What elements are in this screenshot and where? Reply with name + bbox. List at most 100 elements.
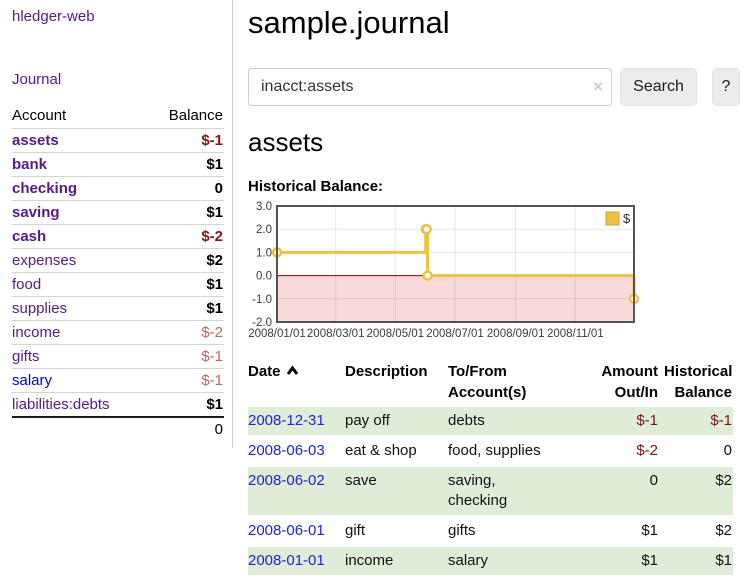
register-header-to-from: To/From Account(s) bbox=[448, 363, 527, 401]
account-link[interactable]: checking bbox=[12, 180, 78, 197]
account-heading: assets bbox=[248, 127, 324, 157]
transaction-row: 2008-12-31 pay off debts $-1 $-1 bbox=[248, 407, 733, 437]
account-balance: $-1 bbox=[147, 368, 224, 393]
data-point-marker bbox=[421, 223, 432, 235]
page-title: sample.journal bbox=[248, 5, 450, 40]
account-row: gifts $-1 bbox=[12, 344, 224, 369]
account-balance: $2 bbox=[147, 248, 224, 273]
accounts-header-balance: Balance bbox=[168, 107, 223, 124]
account-row: expenses $2 bbox=[12, 248, 224, 273]
transaction-description: gift bbox=[345, 516, 448, 547]
account-balance: $-1 bbox=[147, 128, 224, 153]
accounts-table-body: assets $-1 bank $1 checking 0 saving $1 cash $-2 e… bbox=[12, 128, 224, 417]
accounts-table: Account Balance assets $-1 bank $1 checking 0… bbox=[12, 104, 224, 441]
y-tick-label: 0.0 bbox=[256, 271, 272, 283]
x-tick-label: 2008/05/01 bbox=[367, 328, 425, 340]
account-link[interactable]: liabilities:debts bbox=[12, 396, 110, 413]
transaction-date-link[interactable]: 2008-06-02 bbox=[248, 472, 325, 489]
account-balance: $1 bbox=[147, 152, 224, 177]
transaction-date-link[interactable]: 2008-01-01 bbox=[248, 552, 325, 569]
account-link[interactable]: salary bbox=[12, 372, 53, 389]
y-tick-label: 2.0 bbox=[256, 224, 272, 236]
account-row: supplies $1 bbox=[12, 296, 224, 321]
account-balance: $1 bbox=[147, 296, 224, 321]
register-header-row: Date Description To/From Account(s) Amount … bbox=[248, 359, 733, 407]
account-row: income $-2 bbox=[12, 320, 224, 345]
transaction-row: 2008-06-01 gift gifts $1 $2 bbox=[248, 516, 733, 547]
register-header-date[interactable]: Date bbox=[248, 359, 345, 407]
clear-search-icon[interactable]: × bbox=[593, 77, 603, 96]
transaction-amount: $1 bbox=[598, 546, 664, 577]
legend-swatch bbox=[605, 211, 620, 226]
account-link[interactable]: bank bbox=[12, 156, 48, 173]
search-button[interactable]: Search bbox=[620, 68, 697, 106]
data-point-marker bbox=[422, 270, 433, 281]
account-balance: $-2 bbox=[147, 224, 224, 249]
account-row: liabilities:debts $1 bbox=[12, 392, 224, 417]
transaction-row: 2008-06-03 eat & shop food, supplies $-2 0 bbox=[248, 436, 733, 467]
transaction-description: eat & shop bbox=[345, 436, 448, 467]
legend-label: $ bbox=[623, 211, 631, 226]
account-link[interactable]: food bbox=[12, 276, 42, 293]
y-tick-label: 3.0 bbox=[256, 201, 272, 213]
account-link[interactable]: expenses bbox=[12, 252, 77, 269]
account-link[interactable]: cash bbox=[12, 228, 47, 245]
account-row: salary $-1 bbox=[12, 368, 224, 393]
app-brand-link[interactable]: hledger-web bbox=[12, 8, 95, 25]
transaction-description: pay off bbox=[345, 407, 448, 437]
x-tick-label: 2008/09/01 bbox=[487, 328, 545, 340]
x-tick-label: 2008/11/01 bbox=[547, 328, 604, 340]
y-tick-label: 1.0 bbox=[256, 247, 272, 259]
account-balance: $-1 bbox=[147, 344, 224, 369]
transaction-accounts: saving, checking bbox=[448, 466, 598, 517]
transaction-row: 2008-06-02 save saving, checking 0 $2 bbox=[248, 466, 733, 517]
negative-region bbox=[277, 275, 634, 322]
accounts-total-value: 0 bbox=[147, 416, 224, 441]
register-header-description: Description bbox=[345, 363, 428, 380]
x-tick-label: 2008/01/01 bbox=[248, 328, 306, 340]
search-input[interactable] bbox=[248, 68, 612, 106]
account-balance: $1 bbox=[147, 392, 224, 417]
register-table-body: 2008-12-31 pay off debts $-1 $-1 2008-06-03 ea… bbox=[248, 407, 733, 577]
account-row: cash $-2 bbox=[12, 224, 224, 249]
transaction-balance: 0 bbox=[664, 436, 733, 467]
account-balance: $1 bbox=[147, 272, 224, 297]
sort-asc-icon bbox=[286, 365, 298, 375]
account-link[interactable]: assets bbox=[12, 132, 59, 149]
x-tick-label: 2008/07/01 bbox=[426, 328, 484, 340]
account-link[interactable]: saving bbox=[12, 204, 60, 221]
account-link[interactable]: supplies bbox=[12, 300, 68, 317]
help-button[interactable]: ? bbox=[712, 68, 740, 106]
plot-border bbox=[276, 205, 635, 323]
account-row: bank $1 bbox=[12, 152, 224, 177]
search-form: × Search ? bbox=[248, 68, 740, 106]
register-table: Date Description To/From Account(s) Amount … bbox=[248, 359, 733, 577]
y-tick-label: -2.0 bbox=[252, 317, 272, 329]
transaction-row: 2008-01-01 income salary $1 $1 bbox=[248, 546, 733, 577]
transaction-amount: $-1 bbox=[598, 407, 664, 437]
register-header-amount: Amount Out/In bbox=[601, 363, 658, 401]
sidebar-item-journal[interactable]: Journal bbox=[12, 71, 62, 88]
account-link[interactable]: income bbox=[12, 324, 61, 341]
transaction-accounts: debts bbox=[448, 407, 598, 437]
transaction-date-link[interactable]: 2008-06-01 bbox=[248, 522, 325, 539]
account-balance: 0 bbox=[147, 176, 224, 201]
transaction-amount: $-2 bbox=[598, 436, 664, 467]
transaction-balance: $1 bbox=[664, 546, 733, 577]
transaction-amount: $1 bbox=[598, 516, 664, 547]
account-balance: $1 bbox=[147, 200, 224, 225]
y-tick-label: -1.0 bbox=[252, 294, 272, 306]
transaction-accounts: food, supplies bbox=[448, 436, 598, 467]
chart-label: Historical Balance: bbox=[248, 178, 384, 195]
transaction-accounts: salary bbox=[448, 546, 598, 577]
transaction-balance: $-1 bbox=[664, 407, 733, 437]
account-link[interactable]: gifts bbox=[12, 348, 40, 365]
transaction-balance: $2 bbox=[664, 466, 733, 517]
account-row: saving $1 bbox=[12, 200, 224, 225]
transaction-amount: 0 bbox=[598, 466, 664, 517]
transaction-date-link[interactable]: 2008-06-03 bbox=[248, 442, 325, 459]
accounts-total-row: 0 bbox=[12, 416, 224, 441]
transaction-date-link[interactable]: 2008-12-31 bbox=[248, 412, 325, 429]
account-balance: $-2 bbox=[147, 320, 224, 345]
